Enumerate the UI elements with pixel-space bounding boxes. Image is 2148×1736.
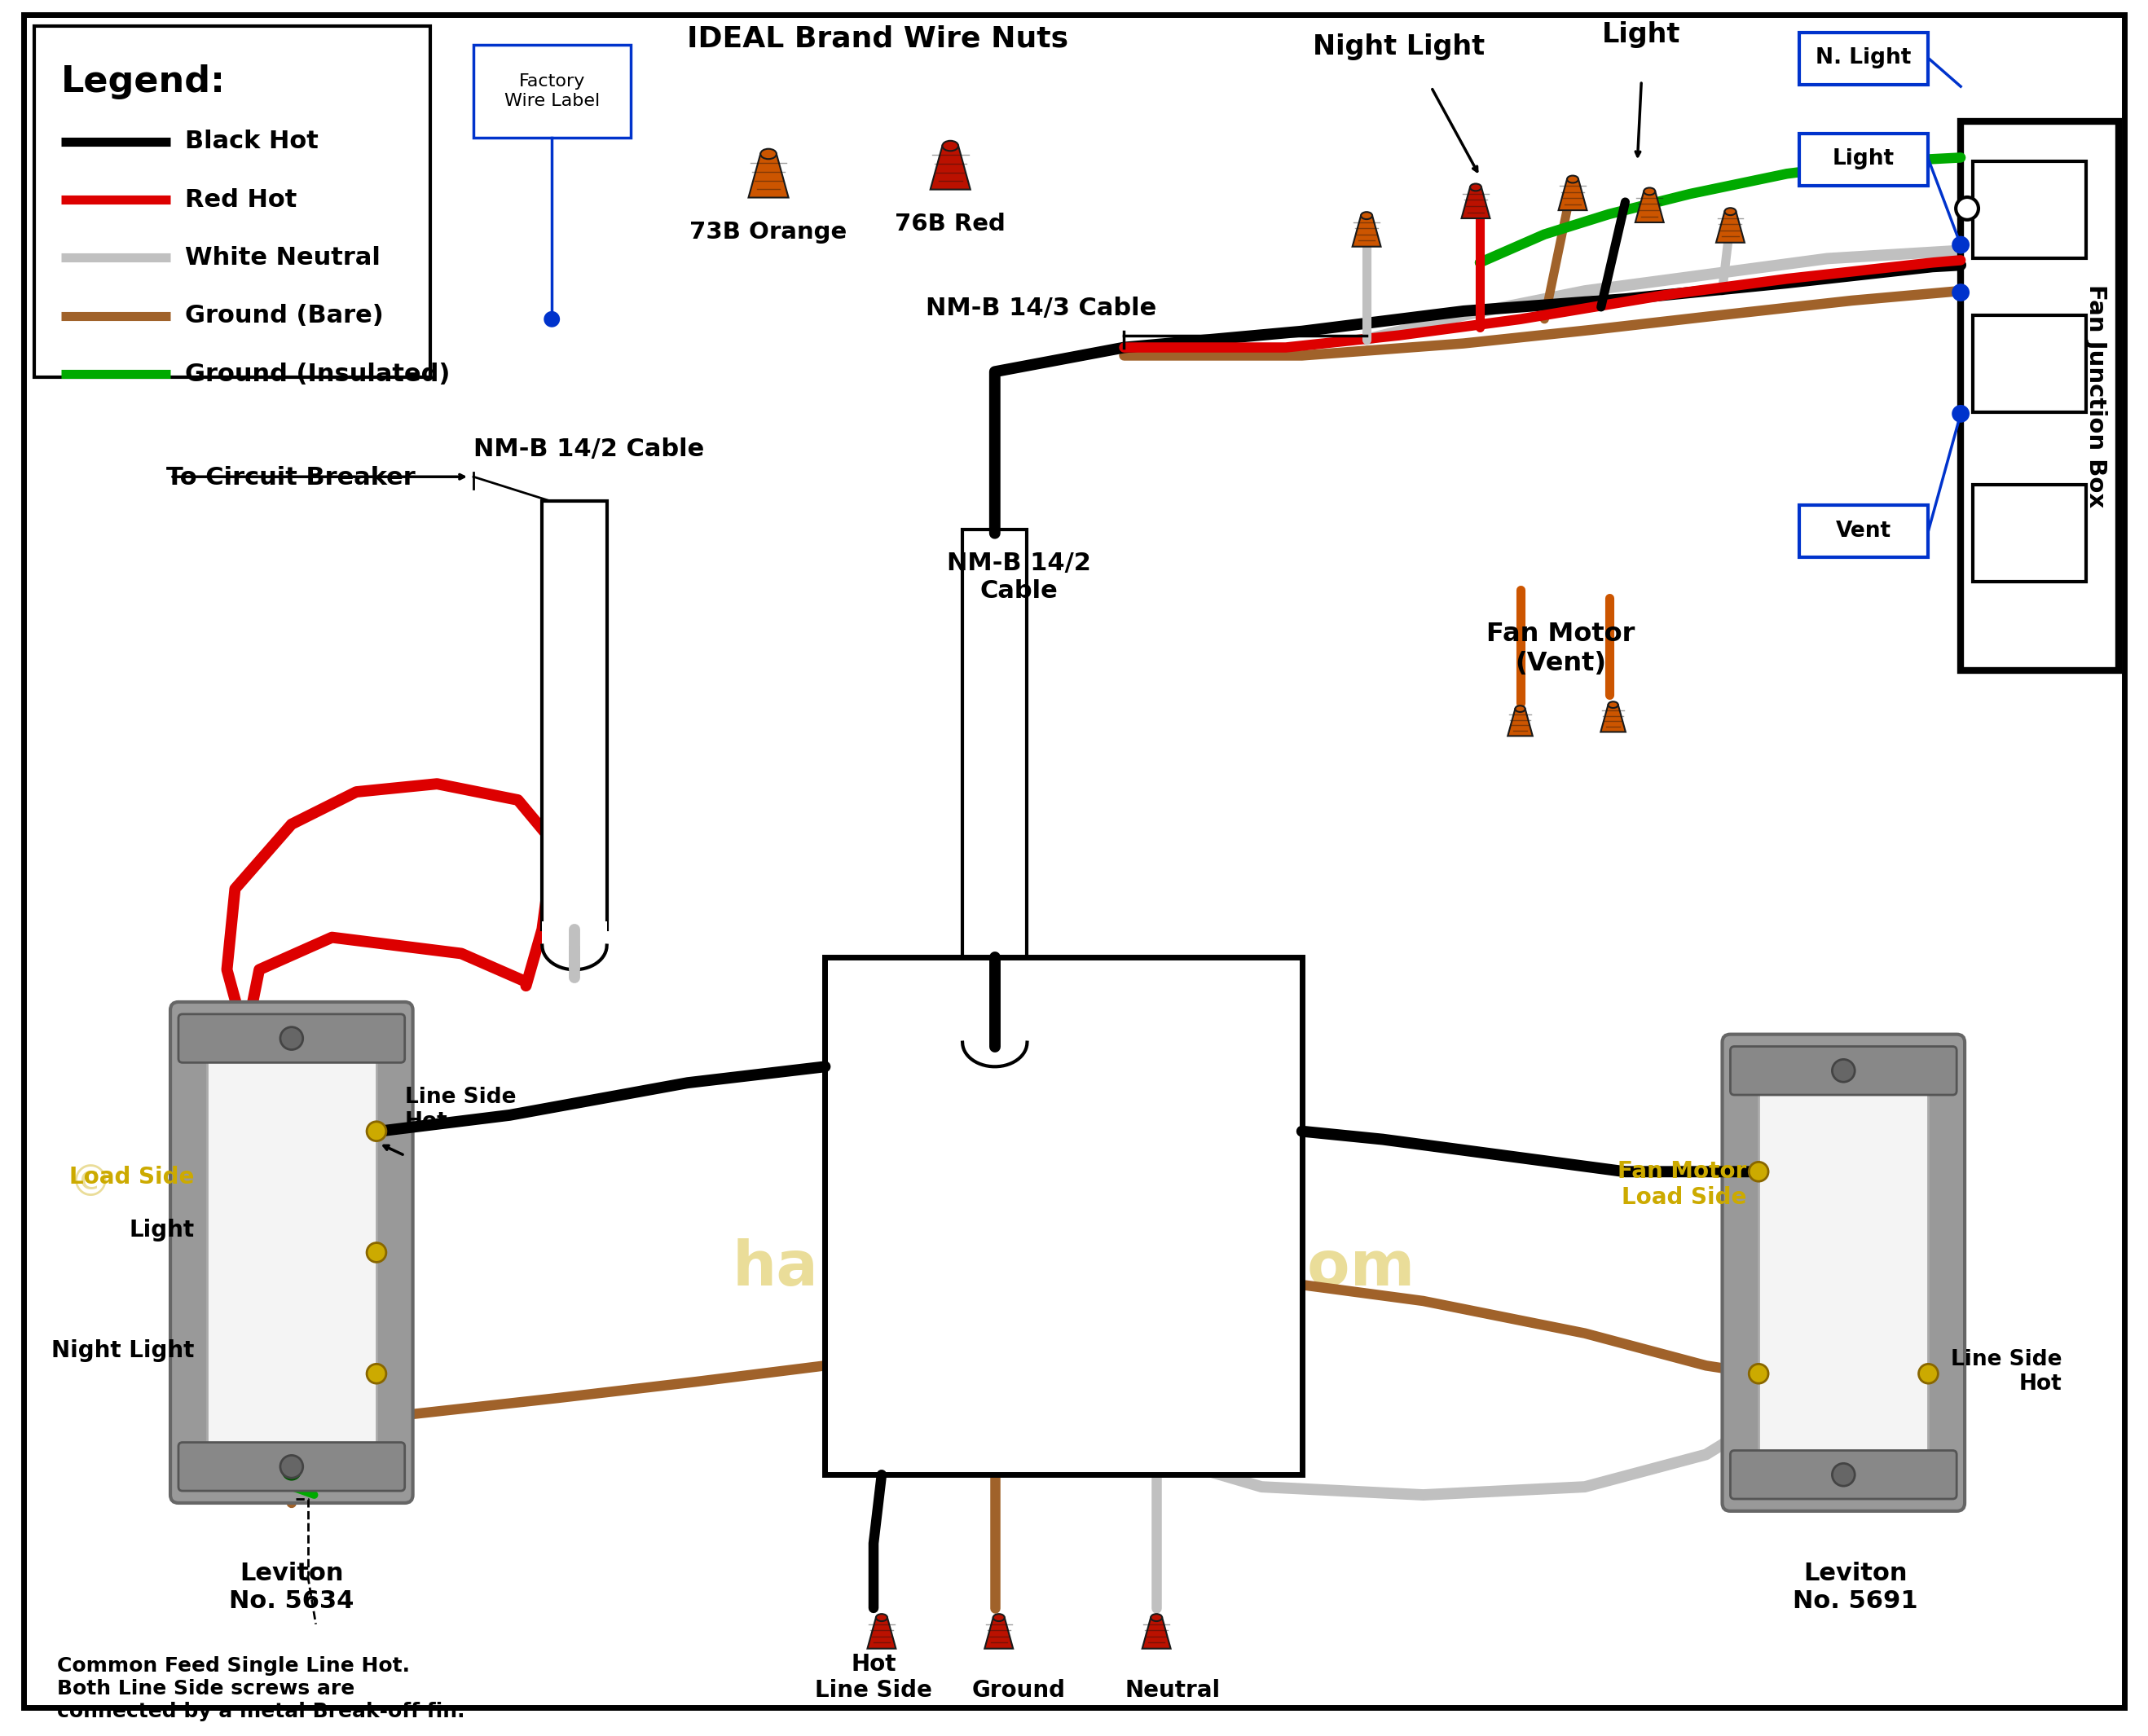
Circle shape	[1953, 236, 1970, 253]
Text: Light: Light	[129, 1219, 195, 1241]
Bar	[962, 529, 1027, 1047]
Bar	[541, 922, 608, 946]
Polygon shape	[868, 1618, 896, 1649]
Text: ©: ©	[69, 1163, 112, 1205]
Polygon shape	[1461, 187, 1491, 219]
Circle shape	[1953, 404, 1970, 422]
Polygon shape	[1143, 1618, 1171, 1649]
Text: Ground: Ground	[973, 1679, 1065, 1701]
Circle shape	[1918, 1364, 1937, 1384]
Circle shape	[1957, 198, 1978, 220]
Text: handymanHow.com: handymanHow.com	[732, 1238, 1416, 1299]
FancyBboxPatch shape	[178, 1014, 404, 1062]
Text: Fan Junction Box: Fan Junction Box	[2084, 285, 2107, 507]
Text: IDEAL Brand Wire Nuts: IDEAL Brand Wire Nuts	[687, 24, 1068, 52]
Circle shape	[1832, 1059, 1856, 1082]
Polygon shape	[1559, 179, 1587, 210]
Bar	[825, 958, 1302, 1474]
Ellipse shape	[1362, 212, 1373, 219]
Polygon shape	[984, 1618, 1014, 1649]
Circle shape	[1748, 1161, 1768, 1182]
Text: Line Side
Hot: Line Side Hot	[404, 1087, 516, 1132]
Circle shape	[284, 1462, 301, 1479]
Polygon shape	[748, 155, 788, 198]
Text: Light: Light	[1602, 21, 1680, 47]
Ellipse shape	[1151, 1614, 1162, 1621]
Text: Vent: Vent	[1837, 521, 1892, 542]
Ellipse shape	[1609, 701, 1617, 708]
Text: Ground (Insulated): Ground (Insulated)	[185, 363, 451, 385]
Circle shape	[367, 1121, 387, 1141]
Circle shape	[279, 1028, 303, 1050]
Bar	[1972, 316, 2086, 411]
Text: 76B Red: 76B Red	[896, 212, 1005, 234]
Polygon shape	[1508, 708, 1534, 736]
Text: Leviton
No. 5634: Leviton No. 5634	[230, 1562, 354, 1613]
Ellipse shape	[992, 1614, 1005, 1621]
Ellipse shape	[1568, 175, 1579, 182]
Ellipse shape	[1514, 705, 1525, 712]
FancyBboxPatch shape	[1723, 1035, 1965, 1510]
Circle shape	[279, 1455, 303, 1477]
Text: Ground (Bare): Ground (Bare)	[185, 304, 384, 328]
Text: NM-B 14/3 Cable: NM-B 14/3 Cable	[926, 297, 1158, 319]
Text: Fan Motor
(Vent): Fan Motor (Vent)	[1486, 621, 1635, 677]
Bar	[34, 26, 430, 377]
Text: White Neutral: White Neutral	[185, 247, 380, 269]
Bar	[1800, 33, 1929, 85]
Polygon shape	[1716, 212, 1744, 243]
Ellipse shape	[876, 1614, 887, 1621]
Circle shape	[1953, 283, 1970, 302]
Text: Line Side
Hot: Line Side Hot	[1950, 1349, 2062, 1394]
FancyBboxPatch shape	[178, 1443, 404, 1491]
Bar	[541, 502, 608, 929]
Text: NM-B 14/2 Cable: NM-B 14/2 Cable	[473, 437, 705, 462]
Text: Night Light: Night Light	[52, 1340, 195, 1363]
Text: Common Feed Single Line Hot.
Both Line Side screws are
connected by a metal Brea: Common Feed Single Line Hot. Both Line S…	[58, 1656, 464, 1722]
Bar	[1759, 1083, 1929, 1462]
Circle shape	[367, 1364, 387, 1384]
FancyBboxPatch shape	[1731, 1451, 1957, 1498]
Ellipse shape	[1469, 184, 1482, 191]
Bar	[206, 1050, 376, 1455]
Text: Factory
Wire Label: Factory Wire Label	[505, 73, 599, 109]
Text: 73B Orange: 73B Orange	[690, 220, 846, 243]
Circle shape	[1832, 1463, 1856, 1486]
Circle shape	[543, 311, 561, 328]
Polygon shape	[1600, 705, 1626, 733]
Text: Fan Motor
Load Side: Fan Motor Load Side	[1617, 1160, 1746, 1208]
Text: Black Hot: Black Hot	[185, 130, 318, 153]
Circle shape	[1748, 1364, 1768, 1384]
Text: Red Hot: Red Hot	[185, 187, 296, 212]
Text: Neutral: Neutral	[1126, 1679, 1220, 1701]
Text: N. Light: N. Light	[1815, 47, 1912, 69]
Polygon shape	[1635, 191, 1665, 222]
Text: Night Light: Night Light	[1312, 33, 1484, 61]
Ellipse shape	[1643, 187, 1656, 194]
FancyBboxPatch shape	[1731, 1047, 1957, 1095]
Bar	[1961, 122, 2118, 670]
Bar	[1800, 134, 1929, 186]
FancyBboxPatch shape	[170, 1002, 412, 1503]
Ellipse shape	[943, 141, 958, 151]
Circle shape	[367, 1243, 387, 1262]
Bar	[1972, 484, 2086, 582]
Text: Light: Light	[1832, 149, 1895, 170]
Polygon shape	[930, 146, 971, 189]
Text: Leviton
No. 5691: Leviton No. 5691	[1794, 1562, 1918, 1613]
Text: Legend:: Legend:	[62, 64, 226, 99]
Ellipse shape	[760, 149, 775, 160]
Ellipse shape	[1725, 208, 1736, 215]
Polygon shape	[1353, 215, 1381, 247]
Bar	[1972, 161, 2086, 259]
Bar	[473, 45, 632, 137]
Text: NM-B 14/2
Cable: NM-B 14/2 Cable	[947, 552, 1091, 602]
Text: To Circuit Breaker: To Circuit Breaker	[165, 465, 415, 490]
Text: Load Side: Load Side	[69, 1167, 195, 1189]
Text: Hot
Line Side: Hot Line Side	[814, 1653, 932, 1701]
Bar	[1800, 505, 1929, 557]
